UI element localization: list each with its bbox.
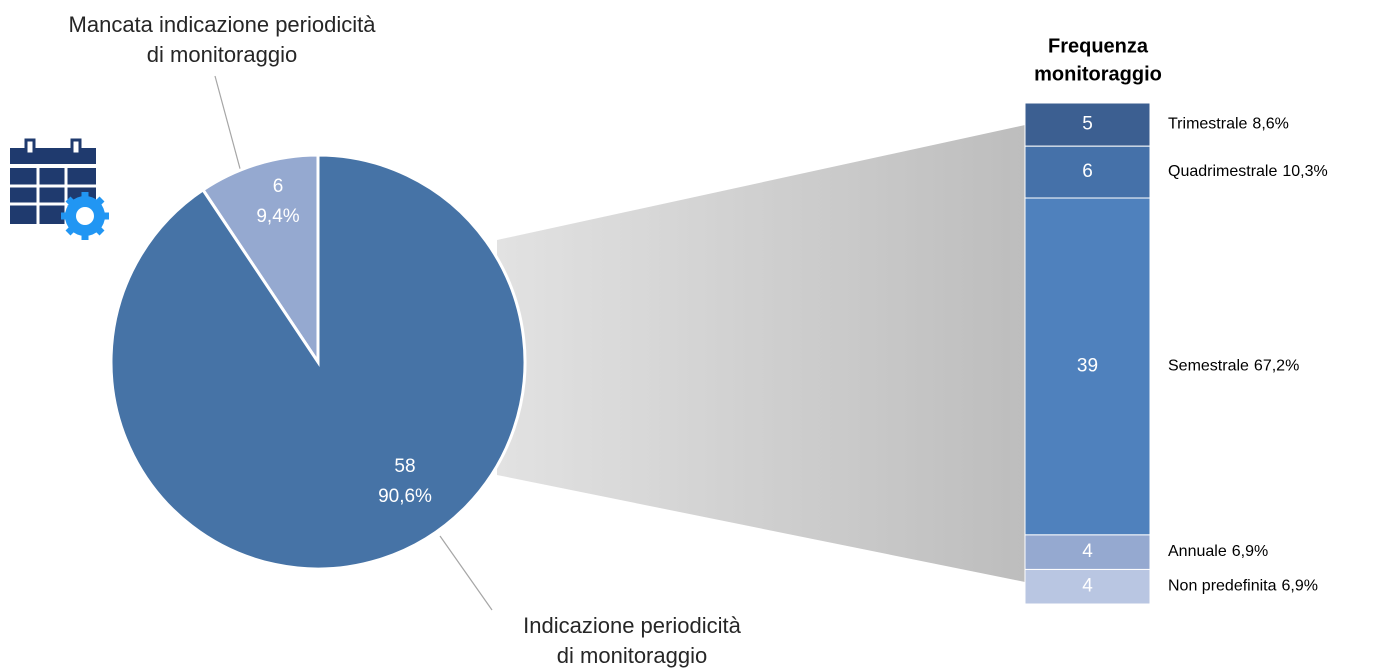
segment-label: Annuale 6,9%: [1168, 543, 1268, 560]
leader-line: [439, 535, 493, 611]
segment-percent: 6,9%: [1232, 543, 1268, 560]
pie-slice: [200, 153, 320, 367]
segment-percent: 10,3%: [1282, 163, 1327, 180]
segment-label: Semestrale 67,2%: [1168, 358, 1299, 375]
segment-category: Trimestrale: [1168, 116, 1248, 133]
slice-percent: 9,4%: [256, 206, 299, 227]
segment-category: Non predefinita: [1168, 578, 1277, 595]
segment-percent: 6,9%: [1282, 578, 1318, 595]
segment-value: 4: [1082, 541, 1093, 562]
bar-segment: [1024, 534, 1151, 570]
segment-value: 6: [1082, 161, 1093, 182]
bar-segment: [1024, 145, 1151, 199]
bar-segment: [1024, 197, 1151, 536]
leader-line: [214, 75, 243, 177]
segment-label: Quadrimestrale 10,3%: [1168, 163, 1328, 180]
slice-value: 58: [394, 456, 415, 477]
calendar-icon: [10, 138, 109, 240]
segment-category: Semestrale: [1168, 358, 1249, 375]
bar-title: Frequenza: [1048, 35, 1149, 57]
bar-segment: [1024, 102, 1151, 147]
pie-slice: [109, 153, 527, 571]
slice-value: 6: [273, 176, 284, 197]
segment-value: 4: [1082, 576, 1093, 597]
segment-value: 5: [1082, 114, 1093, 135]
segment-label: Trimestrale 8,6%: [1168, 116, 1289, 133]
segment-category: Quadrimestrale: [1168, 163, 1277, 180]
bar-title: monitoraggio: [1034, 63, 1162, 85]
slice-label: di monitoraggio: [147, 42, 297, 67]
slice-label: di monitoraggio: [557, 643, 707, 668]
slice-label: Mancata indicazione periodicità: [69, 12, 377, 37]
segment-label: Non predefinita 6,9%: [1168, 578, 1318, 595]
connector: [497, 125, 1025, 582]
slice-label: Indicazione periodicità: [523, 613, 741, 638]
bar-segment: [1024, 568, 1151, 605]
segment-value: 39: [1077, 355, 1098, 376]
segment-percent: 67,2%: [1254, 358, 1299, 375]
segment-percent: 8,6%: [1252, 116, 1288, 133]
segment-category: Annuale: [1168, 543, 1227, 560]
slice-percent: 90,6%: [378, 486, 432, 507]
